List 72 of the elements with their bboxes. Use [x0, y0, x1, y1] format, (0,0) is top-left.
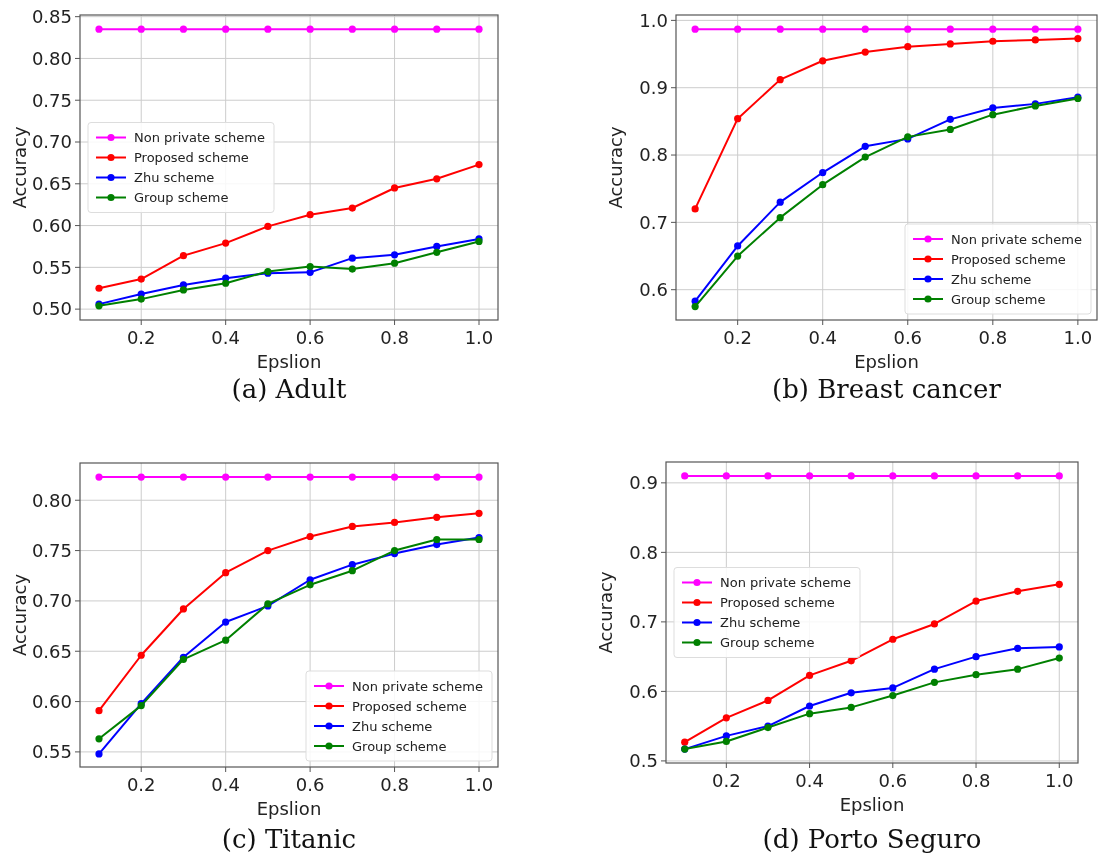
- legend-label: Non private scheme: [720, 575, 851, 591]
- x-tick-label: 0.2: [126, 774, 156, 795]
- x-tick-label: 1.0: [464, 774, 494, 795]
- x-tick-label: 0.4: [808, 327, 838, 348]
- y-tick-label: 0.75: [31, 539, 72, 561]
- x-tick-label: 0.2: [126, 327, 156, 348]
- y-tick-label: 0.9: [639, 77, 668, 99]
- legend-label: Non private scheme: [352, 678, 483, 694]
- y-tick-label: 0.70: [31, 131, 72, 153]
- x-axis-title: Epslion: [256, 351, 322, 372]
- x-tick-label: 0.8: [380, 327, 409, 348]
- x-tick-label: 0.4: [211, 774, 240, 795]
- x-tick-label: 1.0: [1063, 327, 1093, 348]
- legend-label: Non private scheme: [951, 231, 1082, 247]
- y-tick-label: 0.80: [31, 489, 72, 511]
- legend-label: Proposed scheme: [134, 150, 249, 166]
- x-tick-label: 1.0: [1044, 770, 1074, 791]
- y-tick-label: 0.55: [31, 256, 72, 278]
- x-tick-label: 0.8: [380, 774, 409, 795]
- y-tick-label: 0.60: [31, 690, 72, 712]
- legend-label: Proposed scheme: [352, 698, 467, 714]
- y-tick-label: 0.55: [31, 741, 72, 763]
- y-tick-label: 0.7: [639, 211, 668, 233]
- y-tick-label: 0.6: [629, 680, 658, 702]
- y-axis-title: Accuracy: [9, 573, 30, 657]
- y-tick-label: 0.65: [31, 640, 72, 662]
- legend-label: Group scheme: [134, 190, 229, 206]
- y-tick-label: 0.5: [629, 750, 658, 772]
- x-tick-label: 0.8: [961, 770, 991, 791]
- legend-label: Proposed scheme: [951, 251, 1066, 267]
- y-tick-label: 0.50: [31, 298, 72, 320]
- x-tick-label: 0.4: [211, 327, 240, 348]
- text: (b) Breast cancer: [772, 374, 1002, 404]
- y-tick-label: 0.80: [31, 47, 72, 69]
- y-tick-label: 0.8: [639, 144, 668, 166]
- x-tick-label: 1.0: [464, 327, 494, 348]
- text: (c) Titanic: [221, 824, 357, 854]
- y-tick-label: 1.0: [639, 9, 668, 31]
- y-axis-title: Accuracy: [9, 126, 30, 209]
- y-tick-label: 0.60: [31, 214, 72, 236]
- legend-label: Zhu scheme: [951, 271, 1032, 287]
- legend-label: Non private scheme: [134, 130, 265, 146]
- legend-label: Group scheme: [951, 291, 1046, 307]
- y-tick-label: 0.65: [31, 173, 72, 195]
- x-tick-label: 0.6: [295, 327, 325, 348]
- y-tick-label: 0.85: [31, 5, 72, 27]
- x-tick-label: 0.6: [893, 327, 923, 348]
- x-axis-title: Epslion: [839, 794, 905, 815]
- legend-label: Group scheme: [720, 635, 815, 651]
- x-tick-label: 0.6: [878, 770, 908, 791]
- legend-label: Group scheme: [352, 738, 447, 754]
- y-axis-title: Accuracy: [605, 126, 626, 209]
- x-tick-label: 0.2: [712, 770, 741, 791]
- text: (a) Adult: [231, 374, 348, 404]
- y-axis-title: Accuracy: [595, 571, 616, 654]
- y-tick-label: 0.6: [639, 279, 668, 300]
- text: (d) Porto Seguro: [762, 824, 982, 854]
- y-tick-label: 0.7: [629, 611, 658, 633]
- x-tick-label: 0.4: [795, 770, 824, 791]
- legend-label: Zhu scheme: [134, 170, 215, 186]
- y-tick-label: 0.9: [629, 472, 658, 494]
- x-axis-title: Epslion: [854, 351, 919, 372]
- x-tick-label: 0.6: [295, 774, 325, 795]
- y-tick-label: 0.8: [629, 541, 658, 563]
- x-tick-label: 0.8: [978, 327, 1008, 348]
- x-axis-title: Epslion: [256, 798, 322, 819]
- legend-label: Proposed scheme: [720, 595, 835, 611]
- y-tick-label: 0.75: [31, 89, 72, 111]
- y-tick-label: 0.70: [31, 590, 72, 612]
- x-tick-label: 0.2: [723, 327, 752, 348]
- legend-label: Zhu scheme: [720, 615, 801, 631]
- legend-label: Zhu scheme: [352, 718, 433, 734]
